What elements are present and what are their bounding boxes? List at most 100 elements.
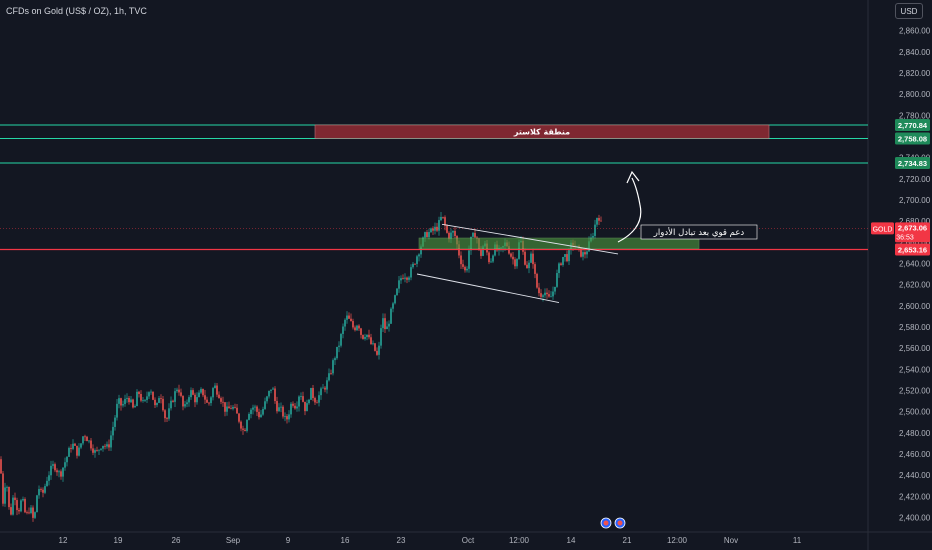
candle-body	[232, 406, 234, 409]
candle-body	[526, 264, 528, 269]
candle-body	[534, 264, 536, 274]
candle-body	[146, 396, 148, 400]
candle-body	[450, 232, 452, 240]
arrow-curve	[617, 177, 642, 243]
candle-body	[268, 390, 270, 397]
candle-body	[120, 398, 122, 406]
candle-body	[400, 278, 402, 281]
candle-body	[224, 402, 226, 412]
candle-body	[50, 465, 52, 476]
candle-body	[596, 217, 598, 225]
candle-body	[216, 385, 218, 395]
candle-body	[186, 402, 188, 405]
x-tick-label: Nov	[724, 536, 738, 545]
candle-body	[174, 391, 176, 402]
candle-body	[468, 250, 470, 269]
candle-body	[564, 254, 566, 257]
candle-body	[594, 224, 596, 236]
candle-body	[72, 443, 74, 449]
candle-body	[304, 401, 306, 412]
candle-body	[544, 292, 546, 296]
candle-body	[356, 325, 358, 331]
candle-body	[592, 235, 594, 238]
candle-body	[244, 429, 246, 431]
candle-body	[160, 398, 162, 399]
candle-body	[188, 397, 190, 403]
candle-body	[110, 435, 112, 448]
candle-body	[472, 232, 474, 237]
candle-body	[182, 395, 184, 407]
candle-body	[296, 406, 298, 409]
candle-body	[348, 315, 350, 319]
y-tick-label: 2,460.00	[899, 450, 931, 459]
candle-body	[402, 278, 404, 280]
candle-body	[34, 512, 36, 518]
candle-body	[392, 303, 394, 309]
candle-body	[222, 401, 224, 403]
candle-body	[42, 489, 44, 493]
level-tag-1: 2,770.84	[898, 121, 928, 130]
x-tick-label: 16	[341, 536, 350, 545]
y-tick-label: 2,700.00	[899, 196, 931, 205]
candle-body	[54, 464, 56, 471]
candle-body	[532, 253, 534, 265]
candles	[0, 212, 602, 522]
candle-body	[28, 512, 30, 514]
candle-body	[246, 419, 248, 431]
candle-body	[462, 264, 464, 267]
channel-upper-line	[441, 223, 619, 255]
candle-body	[74, 443, 76, 446]
candle-body	[294, 405, 296, 409]
support-label: دعم قوي بعد تبادل الأدوار	[653, 227, 745, 238]
candle-body	[92, 448, 94, 453]
candle-body	[290, 403, 292, 415]
symbol-tag-bg	[871, 222, 894, 235]
candle-body	[338, 345, 340, 347]
candle-body	[256, 406, 258, 412]
candle-body	[354, 327, 356, 331]
last-price-bg	[895, 222, 930, 243]
currency-button[interactable]: USD	[895, 3, 923, 19]
candle-body	[26, 512, 28, 514]
candle-body	[38, 489, 40, 496]
candle-body	[78, 447, 80, 456]
candle-body	[336, 346, 338, 359]
candle-body	[16, 500, 18, 511]
y-tick-label: 2,440.00	[899, 471, 931, 480]
candle-body	[274, 388, 276, 402]
last-price-tag: 2,673.06	[898, 223, 927, 232]
candle-body	[328, 373, 330, 381]
candle-body	[538, 287, 540, 294]
y-tick-label: 2,560.00	[899, 344, 931, 353]
support-tag: 2,653.16	[898, 245, 927, 254]
candle-body	[240, 421, 242, 429]
candle-body	[376, 350, 378, 355]
candle-body	[582, 252, 584, 257]
candle-body	[260, 414, 262, 418]
y-tick-label: 2,780.00	[899, 111, 931, 120]
candle-body	[194, 394, 196, 403]
candle-body	[56, 470, 58, 473]
candle-body	[382, 318, 384, 329]
candle-body	[310, 387, 312, 400]
candle-body	[100, 448, 102, 450]
candle-body	[162, 398, 164, 411]
candle-body	[298, 396, 300, 407]
candle-body	[200, 388, 202, 393]
candle-body	[106, 444, 108, 447]
candle-body	[2, 473, 4, 504]
candle-body	[598, 217, 600, 221]
candle-body	[540, 293, 542, 297]
arrow-head	[626, 170, 640, 184]
y-tick-label: 2,580.00	[899, 323, 931, 332]
candle-body	[96, 450, 98, 451]
candle-body	[230, 408, 232, 410]
candle-body	[204, 395, 206, 400]
support-tag-bg	[895, 243, 930, 256]
level-tag-3: 2,734.83	[898, 159, 927, 168]
candle-body	[288, 414, 290, 420]
candle-body	[24, 499, 26, 513]
drawings: منطقة كلاستر دعم قوي بعد تبادل الأدوار	[0, 124, 868, 304]
candle-body	[228, 406, 230, 409]
